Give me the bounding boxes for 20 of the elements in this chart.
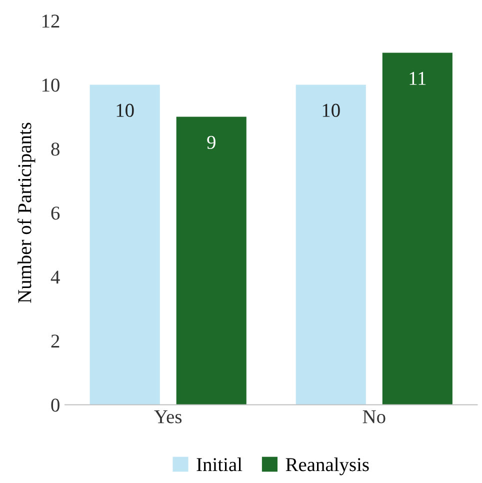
legend-label: Initial	[196, 458, 242, 472]
y-tick-label: 2	[51, 334, 60, 348]
y-tick-label: 6	[51, 206, 60, 220]
y-tick-label: 0	[51, 398, 60, 412]
bar	[296, 84, 366, 405]
y-tick-label: 10	[42, 78, 60, 92]
data-label: 11	[410, 72, 426, 85]
y-tick-label: 4	[50, 270, 60, 284]
data-label: 10	[116, 104, 134, 117]
bar	[90, 84, 160, 405]
x-tick-label: No	[362, 410, 386, 424]
y-tick-label: 8	[51, 142, 60, 156]
y-tick-label: 12	[42, 14, 60, 28]
x-tick-label: Yes	[154, 410, 182, 424]
legend-label: Reanalysis	[286, 458, 369, 476]
bar	[382, 52, 452, 405]
y-axis-title: Number of Participants	[17, 122, 36, 303]
bar	[176, 116, 246, 405]
data-label: 9	[207, 136, 216, 149]
data-label: 10	[322, 104, 340, 117]
